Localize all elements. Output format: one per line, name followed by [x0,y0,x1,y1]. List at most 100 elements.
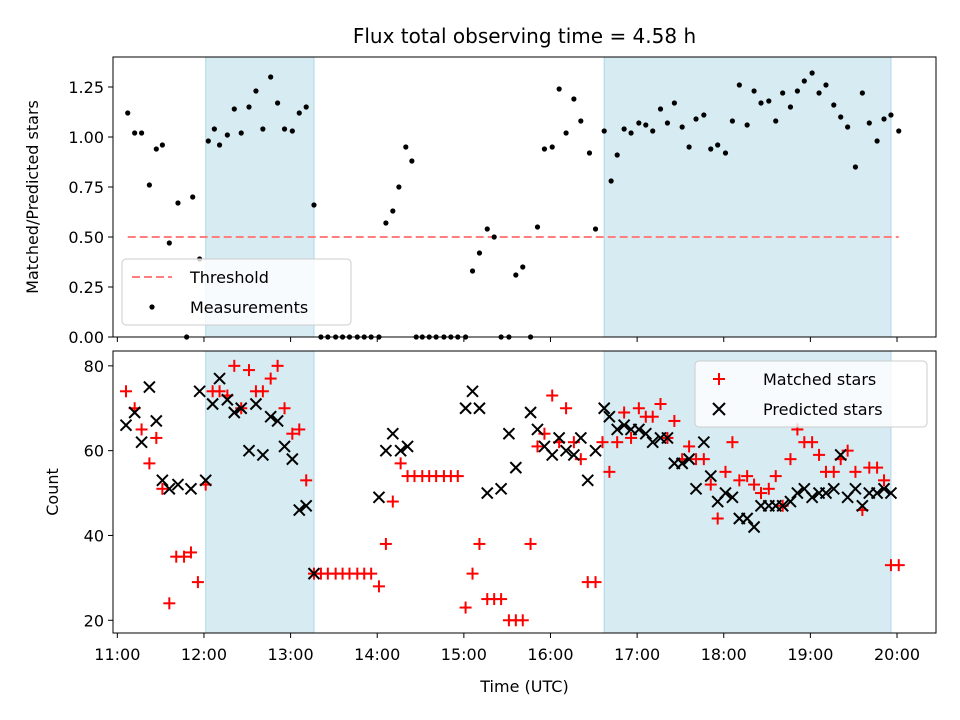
matched-star-point [668,414,681,427]
predicted-star-point [473,402,486,415]
measurement-point [275,100,281,106]
top-y-axis-label: Matched/Predicted stars [23,100,42,294]
matched-star-point [683,440,696,453]
measurement-point [621,126,627,132]
matched-star-point [603,465,616,478]
predicted-star-point [740,512,754,525]
predicted-star-point [242,444,256,457]
measurement-point [549,144,555,150]
x-tick-label: 15:00 [441,645,487,664]
bottom-legend-box [694,360,928,428]
predicted-star-point [494,482,508,496]
predicted-star-point [379,444,393,457]
measurement-point [238,130,244,136]
matched-star-point [654,398,667,411]
predicted-star-point [552,431,566,445]
predicted-star-point [221,393,234,406]
measurement-point [816,90,822,96]
predicted-star-point [293,503,306,517]
predicted-star-point [603,410,616,423]
predicted-star-point [791,486,804,500]
matched-star-point [156,482,169,495]
x-tick-label: 18:00 [701,645,747,664]
matched-star-point [892,559,905,572]
predicted-star-point [776,499,789,512]
matched-star-point [473,537,486,550]
measurement-point [563,130,569,136]
predicted-star-point [697,435,711,449]
predicted-star-point [682,452,696,466]
threshold-legend-label: Threshold [189,268,269,287]
measurement-point [729,118,736,124]
y-tick-label: 80 [84,357,104,376]
top-legend: Threshold Measurements [121,258,352,326]
predicted-star-point [559,444,573,457]
top-x-ticks [116,337,898,342]
measurement-point [831,102,837,108]
predicted-star-point [171,478,185,491]
matched-star-point [278,402,291,415]
measurement-point [614,152,620,158]
predicted-star-point [567,448,581,462]
predicted-star-point [574,431,588,445]
matched-star-point [293,423,306,436]
predicted-star-point [805,491,819,504]
predicted-star-point [278,440,291,453]
matched-star-point [531,440,544,453]
measurement-point [476,250,483,256]
measurement-point [686,144,692,150]
matched-star-point [178,550,191,563]
measurement-point [715,142,721,148]
measurement-point [268,74,274,80]
measurement-point [260,126,266,132]
matched-star-point [611,436,624,449]
measurement-point [146,182,152,188]
measurement-point [469,268,476,274]
predicted-star-point [307,567,321,580]
measurement-point [281,126,288,132]
matched-star-point [191,576,204,589]
measurements-legend-label: Measurements [190,298,308,317]
measurement-point [888,112,894,118]
top-legend-box [121,258,352,326]
matched-star-point [741,470,754,483]
matched-star-point [546,389,559,402]
predicted-star-point [466,385,479,398]
measurement-point [736,82,742,88]
measurement-point [636,120,642,126]
measurement-point [794,88,800,94]
y-tick-label: 1.25 [68,78,104,97]
matched-star-point [135,423,148,436]
predicted-star-point [163,482,176,496]
predicted-star-point [719,486,732,500]
measurement-point [679,124,685,130]
y-tick-label: 0.00 [68,328,104,347]
measurement-point [766,98,772,104]
predicted-star-point [581,474,594,487]
measurement-point [303,104,309,110]
predicted-star-point [726,491,739,504]
measurement-point [253,88,259,94]
shaded-interval-2 [603,56,892,338]
predicted-star-point [213,372,226,385]
measurement-point [787,104,794,110]
measurement-point [744,122,750,128]
matched-star-point [256,385,269,398]
measurement-point [513,272,519,278]
measurement-point [838,114,844,120]
predicted-star-point [524,406,537,419]
predicted-star-point [372,491,386,504]
matched-star-point [300,474,313,487]
measurement-point [693,116,699,122]
measurement-point [491,234,497,240]
measurement-point [166,240,172,246]
predicted-star-point [661,431,674,445]
matched-star-point [119,385,132,398]
measurement-point [643,122,649,128]
y-tick-label: 1.00 [68,128,104,147]
measurement-point [246,104,252,110]
predicted-star-point [589,444,602,457]
measurement-point [852,164,859,170]
measurement-point [657,106,664,112]
